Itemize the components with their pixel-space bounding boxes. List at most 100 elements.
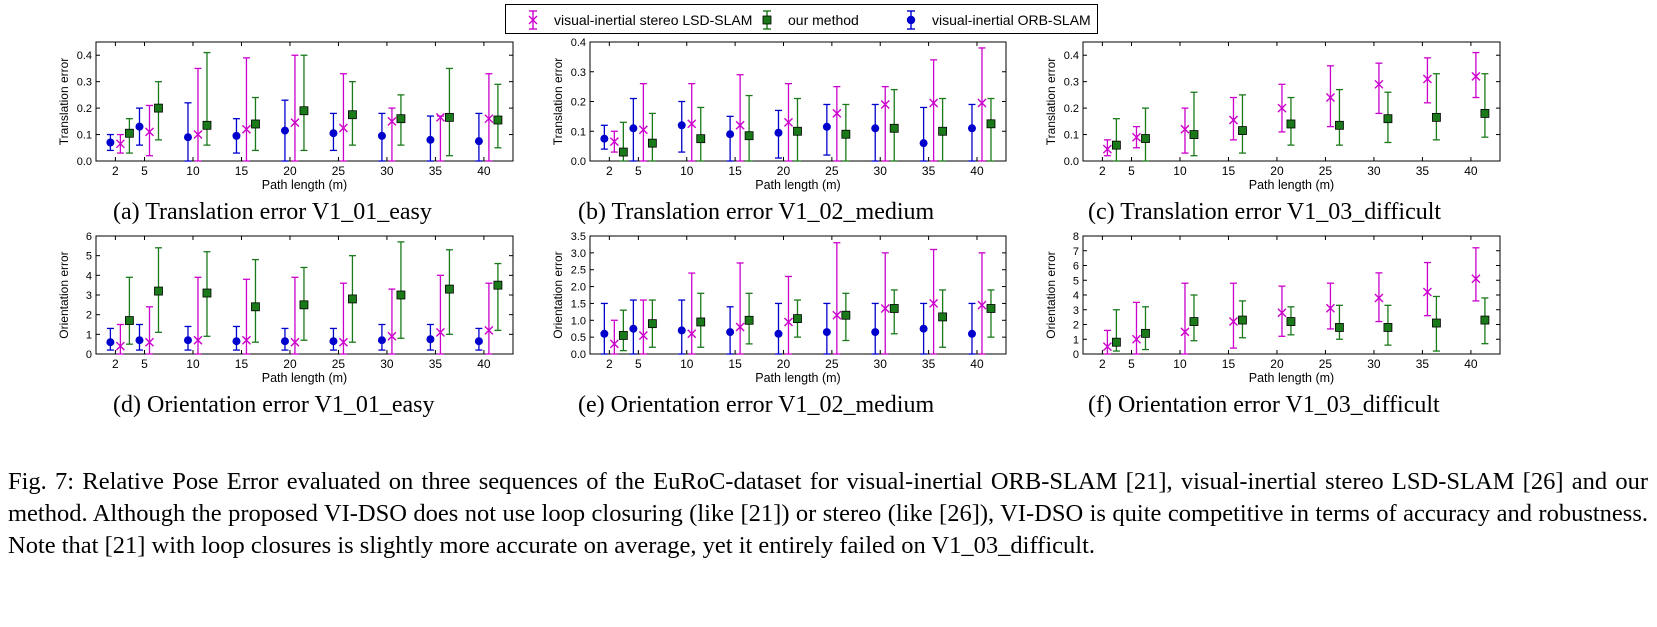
data-point-circle xyxy=(774,128,783,137)
data-point-x xyxy=(193,130,203,140)
x-tick-label: 30 xyxy=(874,357,888,371)
data-point-square xyxy=(299,106,309,116)
series-x xyxy=(115,54,494,162)
data-point-x xyxy=(638,330,648,340)
y-tick-label: 0.1 xyxy=(1064,130,1079,142)
series-square xyxy=(618,289,996,352)
data-point-circle xyxy=(629,324,638,333)
y-tick-label: 5 xyxy=(86,251,92,263)
y-tick-label: 0.2 xyxy=(1064,103,1079,115)
data-point-square xyxy=(445,284,454,294)
data-point-x xyxy=(1228,115,1238,125)
series-square xyxy=(618,88,996,162)
legend-marker-square-icon xyxy=(762,10,772,30)
y-tick-label: 1.0 xyxy=(571,315,586,327)
y-tick-label: 0.4 xyxy=(571,37,586,49)
x-tick-label: 25 xyxy=(332,357,346,371)
y-tick-label: 0.2 xyxy=(571,97,586,109)
y-tick-label: 0.0 xyxy=(571,349,586,361)
data-point-x xyxy=(1180,124,1190,134)
x-tick-label: 35 xyxy=(1416,357,1430,371)
data-point-square xyxy=(1141,134,1150,143)
series-circle xyxy=(106,323,483,351)
data-point-x xyxy=(832,310,842,320)
data-point-circle xyxy=(232,131,241,140)
data-point-x xyxy=(484,325,494,335)
data-point-x xyxy=(144,337,154,347)
x-tick-label: 2 xyxy=(112,357,119,371)
data-point-square xyxy=(647,138,657,148)
data-point-x xyxy=(929,298,939,308)
data-point-x xyxy=(1102,144,1112,154)
data-point-circle xyxy=(871,328,880,337)
y-tick-label: 8 xyxy=(1073,231,1079,243)
data-point-square xyxy=(841,129,851,139)
y-tick-label: 0.1 xyxy=(571,126,586,138)
data-point-x xyxy=(387,331,397,341)
data-point-square xyxy=(1286,317,1296,326)
data-point-x xyxy=(1277,308,1287,318)
y-tick-label: 1 xyxy=(86,329,92,341)
y-tick-label: 2 xyxy=(1073,320,1079,332)
data-point-square xyxy=(1238,315,1247,325)
series-circle xyxy=(106,99,483,162)
data-point-circle xyxy=(600,134,609,143)
data-point-circle xyxy=(677,121,686,130)
data-point-x xyxy=(435,327,445,337)
data-point-circle xyxy=(329,129,338,138)
data-point-x xyxy=(338,123,348,133)
y-tick-label: 3.5 xyxy=(571,231,586,243)
x-tick-label: 10 xyxy=(186,164,200,178)
x-tick-label: 5 xyxy=(635,164,642,178)
x-tick-label: 25 xyxy=(825,164,839,178)
data-point-circle xyxy=(967,329,976,338)
y-tick-label: 0.0 xyxy=(77,156,92,168)
x-tick-label: 25 xyxy=(1319,164,1333,178)
y-axis-label: Translation error xyxy=(1044,58,1058,146)
data-point-circle xyxy=(677,326,686,335)
x-axis-label: Path length (m) xyxy=(262,178,347,192)
y-tick-label: 1.5 xyxy=(571,298,586,310)
chart-legend: visual-inertial stereo LSD-SLAM our meth… xyxy=(505,4,1098,34)
data-point-x xyxy=(1374,293,1384,303)
y-tick-label: 2.5 xyxy=(571,265,586,277)
series-square xyxy=(1111,294,1490,352)
x-tick-label: 5 xyxy=(1128,357,1135,371)
data-point-circle xyxy=(183,133,192,142)
data-point-circle xyxy=(106,138,115,147)
x-tick-label: 35 xyxy=(922,357,936,371)
data-point-square xyxy=(1238,126,1247,135)
data-point-square xyxy=(1432,112,1441,122)
data-point-square xyxy=(647,319,657,329)
data-point-x xyxy=(1325,303,1335,313)
data-point-square xyxy=(348,110,357,120)
data-point-square xyxy=(1189,317,1199,326)
x-tick-label: 5 xyxy=(1128,164,1135,178)
y-tick-label: 4 xyxy=(86,270,92,282)
y-tick-label: 3 xyxy=(86,290,92,302)
data-point-x xyxy=(1325,93,1335,103)
series-x xyxy=(1102,247,1481,355)
data-point-square xyxy=(493,280,503,290)
data-point-x xyxy=(783,117,793,127)
data-point-square xyxy=(1383,323,1393,332)
plot-frame xyxy=(95,41,514,162)
series-square xyxy=(124,51,503,157)
x-tick-label: 35 xyxy=(429,357,443,371)
x-tick-label: 40 xyxy=(1464,357,1478,371)
series-square xyxy=(1111,73,1490,162)
data-point-square xyxy=(744,131,754,141)
data-point-square xyxy=(154,286,163,296)
x-tick-label: 35 xyxy=(922,164,936,178)
data-point-square xyxy=(938,312,948,322)
x-tick-label: 10 xyxy=(186,357,200,371)
y-tick-label: 0 xyxy=(1073,349,1079,361)
y-tick-label: 2.0 xyxy=(571,282,586,294)
x-tick-label: 5 xyxy=(635,357,642,371)
data-point-circle xyxy=(629,124,638,133)
x-tick-label: 30 xyxy=(1367,357,1381,371)
data-point-x xyxy=(338,337,348,347)
x-tick-label: 10 xyxy=(680,164,694,178)
